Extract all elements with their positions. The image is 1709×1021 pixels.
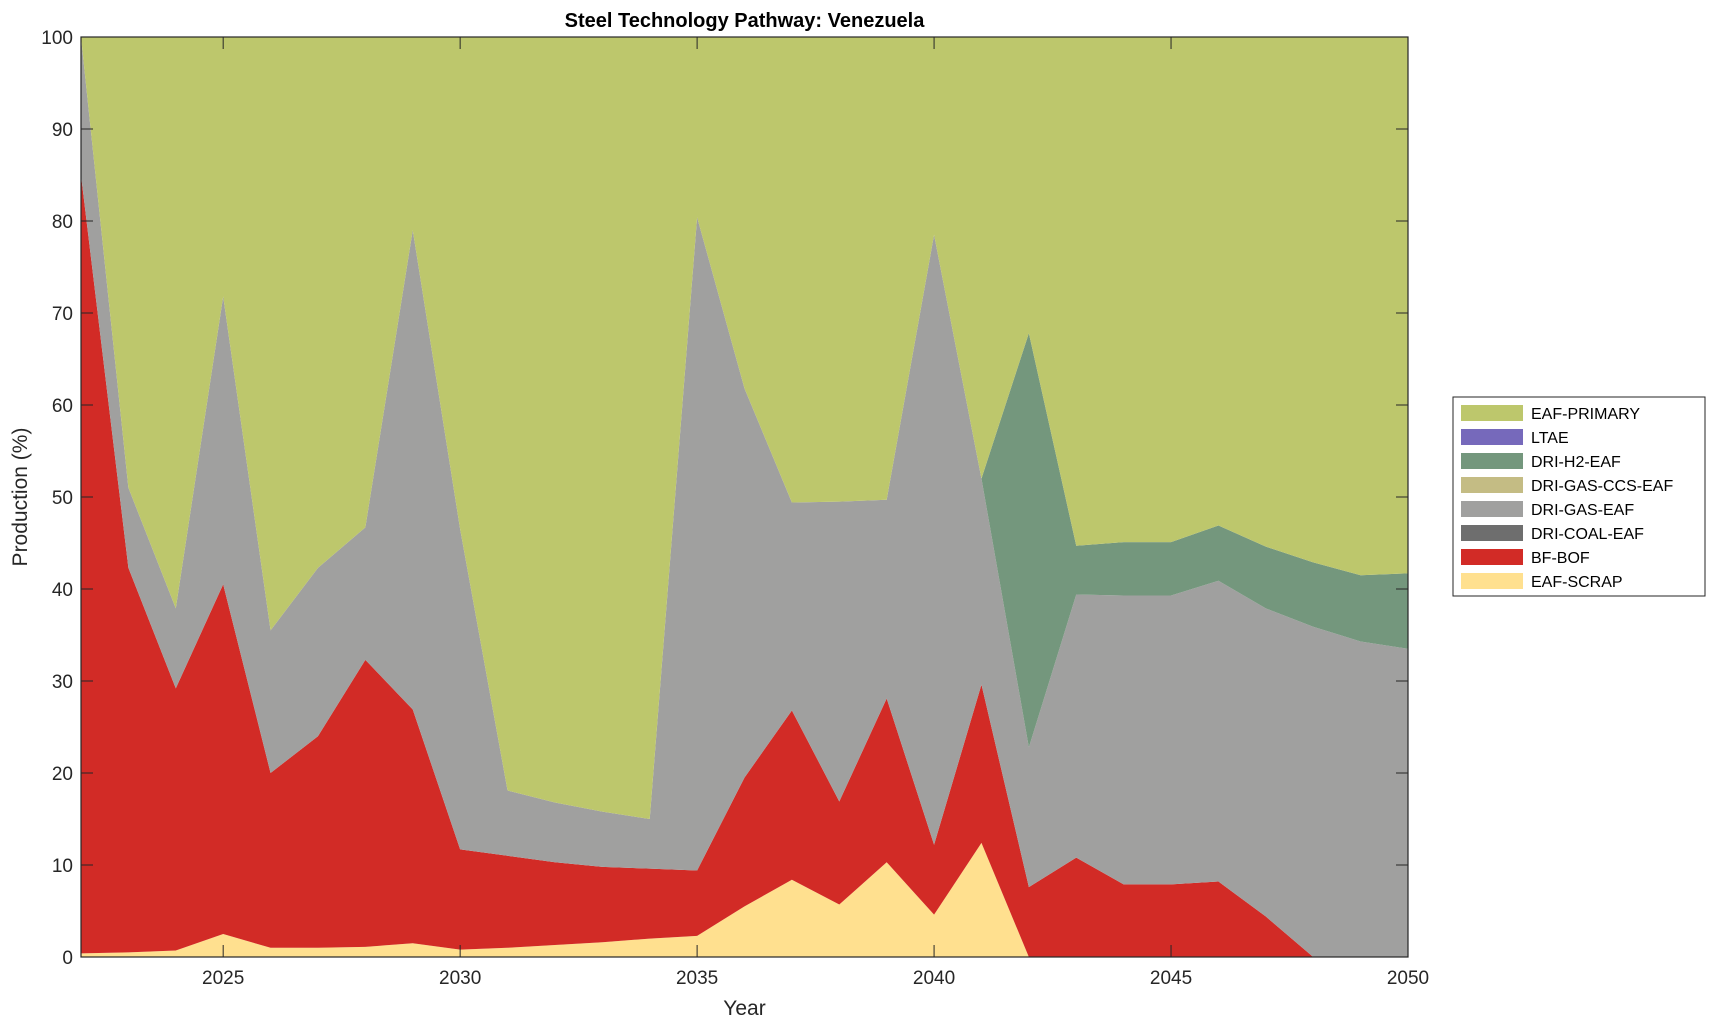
- y-tick-label: 70: [52, 304, 73, 325]
- legend-label-dri-gas-eaf: DRI-GAS-EAF: [1531, 502, 1634, 519]
- legend-swatch-eaf-primary: [1461, 405, 1523, 421]
- legend-swatch-dri-h2-eaf: [1461, 453, 1523, 469]
- y-tick-label: 20: [52, 764, 73, 785]
- legend-label-eaf-primary: EAF-PRIMARY: [1531, 406, 1640, 423]
- area-eaf-scrap: [81, 842, 1408, 957]
- area-series-group: [81, 37, 1408, 957]
- x-axis-label: Year: [723, 997, 765, 1020]
- x-axis: 2025 2030 2035 2040 2045 2050: [202, 37, 1429, 989]
- y-tick-label: 60: [52, 396, 73, 417]
- y-tick-label: 90: [52, 120, 73, 141]
- legend: EAF-PRIMARY LTAE DRI-H2-EAF DRI-GAS-CCS-EAF…: [1452, 396, 1706, 597]
- legend-swatch-bf-bof: [1461, 549, 1523, 565]
- legend-swatch-eaf-scrap: [1461, 573, 1523, 589]
- x-tick-label: 2040: [913, 968, 955, 989]
- legend-swatch-dri-gas-eaf: [1461, 501, 1523, 517]
- y-axis-label: Production (%): [9, 428, 32, 567]
- y-tick-label: 30: [52, 672, 73, 693]
- area-bf-bof: [81, 175, 1408, 957]
- legend-swatch-ltae: [1461, 429, 1523, 445]
- legend-label-dri-coal-eaf: DRI-COAL-EAF: [1531, 526, 1644, 543]
- x-tick-label: 2030: [439, 968, 481, 989]
- legend-label-dri-gas-ccs-eaf: DRI-GAS-CCS-EAF: [1531, 478, 1673, 495]
- y-tick-label: 0: [62, 948, 73, 969]
- chart-title: Steel Technology Pathway: Venezuela: [565, 10, 926, 32]
- legend-label-ltae: LTAE: [1531, 430, 1569, 447]
- x-tick-label: 2025: [202, 968, 244, 989]
- area-eaf-primary: [81, 37, 1408, 819]
- legend-label-dri-h2-eaf: DRI-H2-EAF: [1531, 454, 1621, 471]
- legend-swatch-dri-gas-ccs-eaf: [1461, 477, 1523, 493]
- y-axis: 0 10 20 30 40 50 60 70 80 90 100: [41, 28, 1408, 969]
- legend-swatch-dri-coal-eaf: [1461, 525, 1523, 541]
- y-tick-label: 50: [52, 488, 73, 509]
- y-tick-label: 40: [52, 580, 73, 601]
- y-tick-label: 80: [52, 212, 73, 233]
- y-tick-label: 10: [52, 856, 73, 877]
- legend-label-bf-bof: BF-BOF: [1531, 550, 1590, 567]
- legend-label-eaf-scrap: EAF-SCRAP: [1531, 574, 1623, 591]
- x-tick-label: 2035: [676, 968, 718, 989]
- x-tick-label: 2045: [1150, 968, 1192, 989]
- y-tick-label: 100: [41, 28, 73, 49]
- x-tick-label: 2050: [1387, 968, 1429, 989]
- area-dri-gas-eaf: [81, 37, 1408, 957]
